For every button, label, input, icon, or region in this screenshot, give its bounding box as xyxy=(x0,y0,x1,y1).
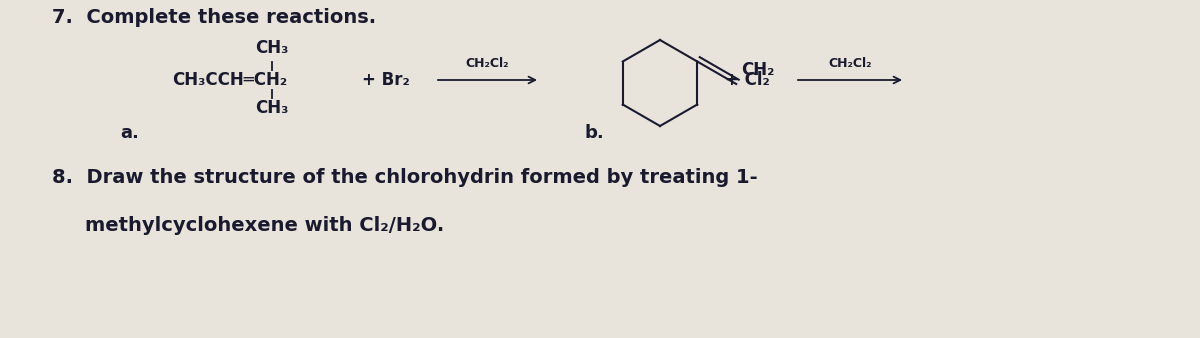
Text: + Cl₂: + Cl₂ xyxy=(725,71,769,89)
Text: a.: a. xyxy=(120,124,139,142)
Text: methylcyclohexene with Cl₂/H₂O.: methylcyclohexene with Cl₂/H₂O. xyxy=(85,216,444,235)
Text: b.: b. xyxy=(586,124,605,142)
Text: CH₃: CH₃ xyxy=(256,99,289,117)
Text: CH₃: CH₃ xyxy=(256,39,289,57)
Text: CH₂Cl₂: CH₂Cl₂ xyxy=(466,57,509,70)
Text: CH₂Cl₂: CH₂Cl₂ xyxy=(828,57,871,70)
Text: 8.  Draw the structure of the chlorohydrin formed by treating 1-: 8. Draw the structure of the chlorohydri… xyxy=(52,168,757,187)
Text: CH₂: CH₂ xyxy=(742,61,774,79)
Text: CH₃CCH═CH₂: CH₃CCH═CH₂ xyxy=(172,71,287,89)
Text: 7.  Complete these reactions.: 7. Complete these reactions. xyxy=(52,8,376,27)
Text: + Br₂: + Br₂ xyxy=(362,71,409,89)
